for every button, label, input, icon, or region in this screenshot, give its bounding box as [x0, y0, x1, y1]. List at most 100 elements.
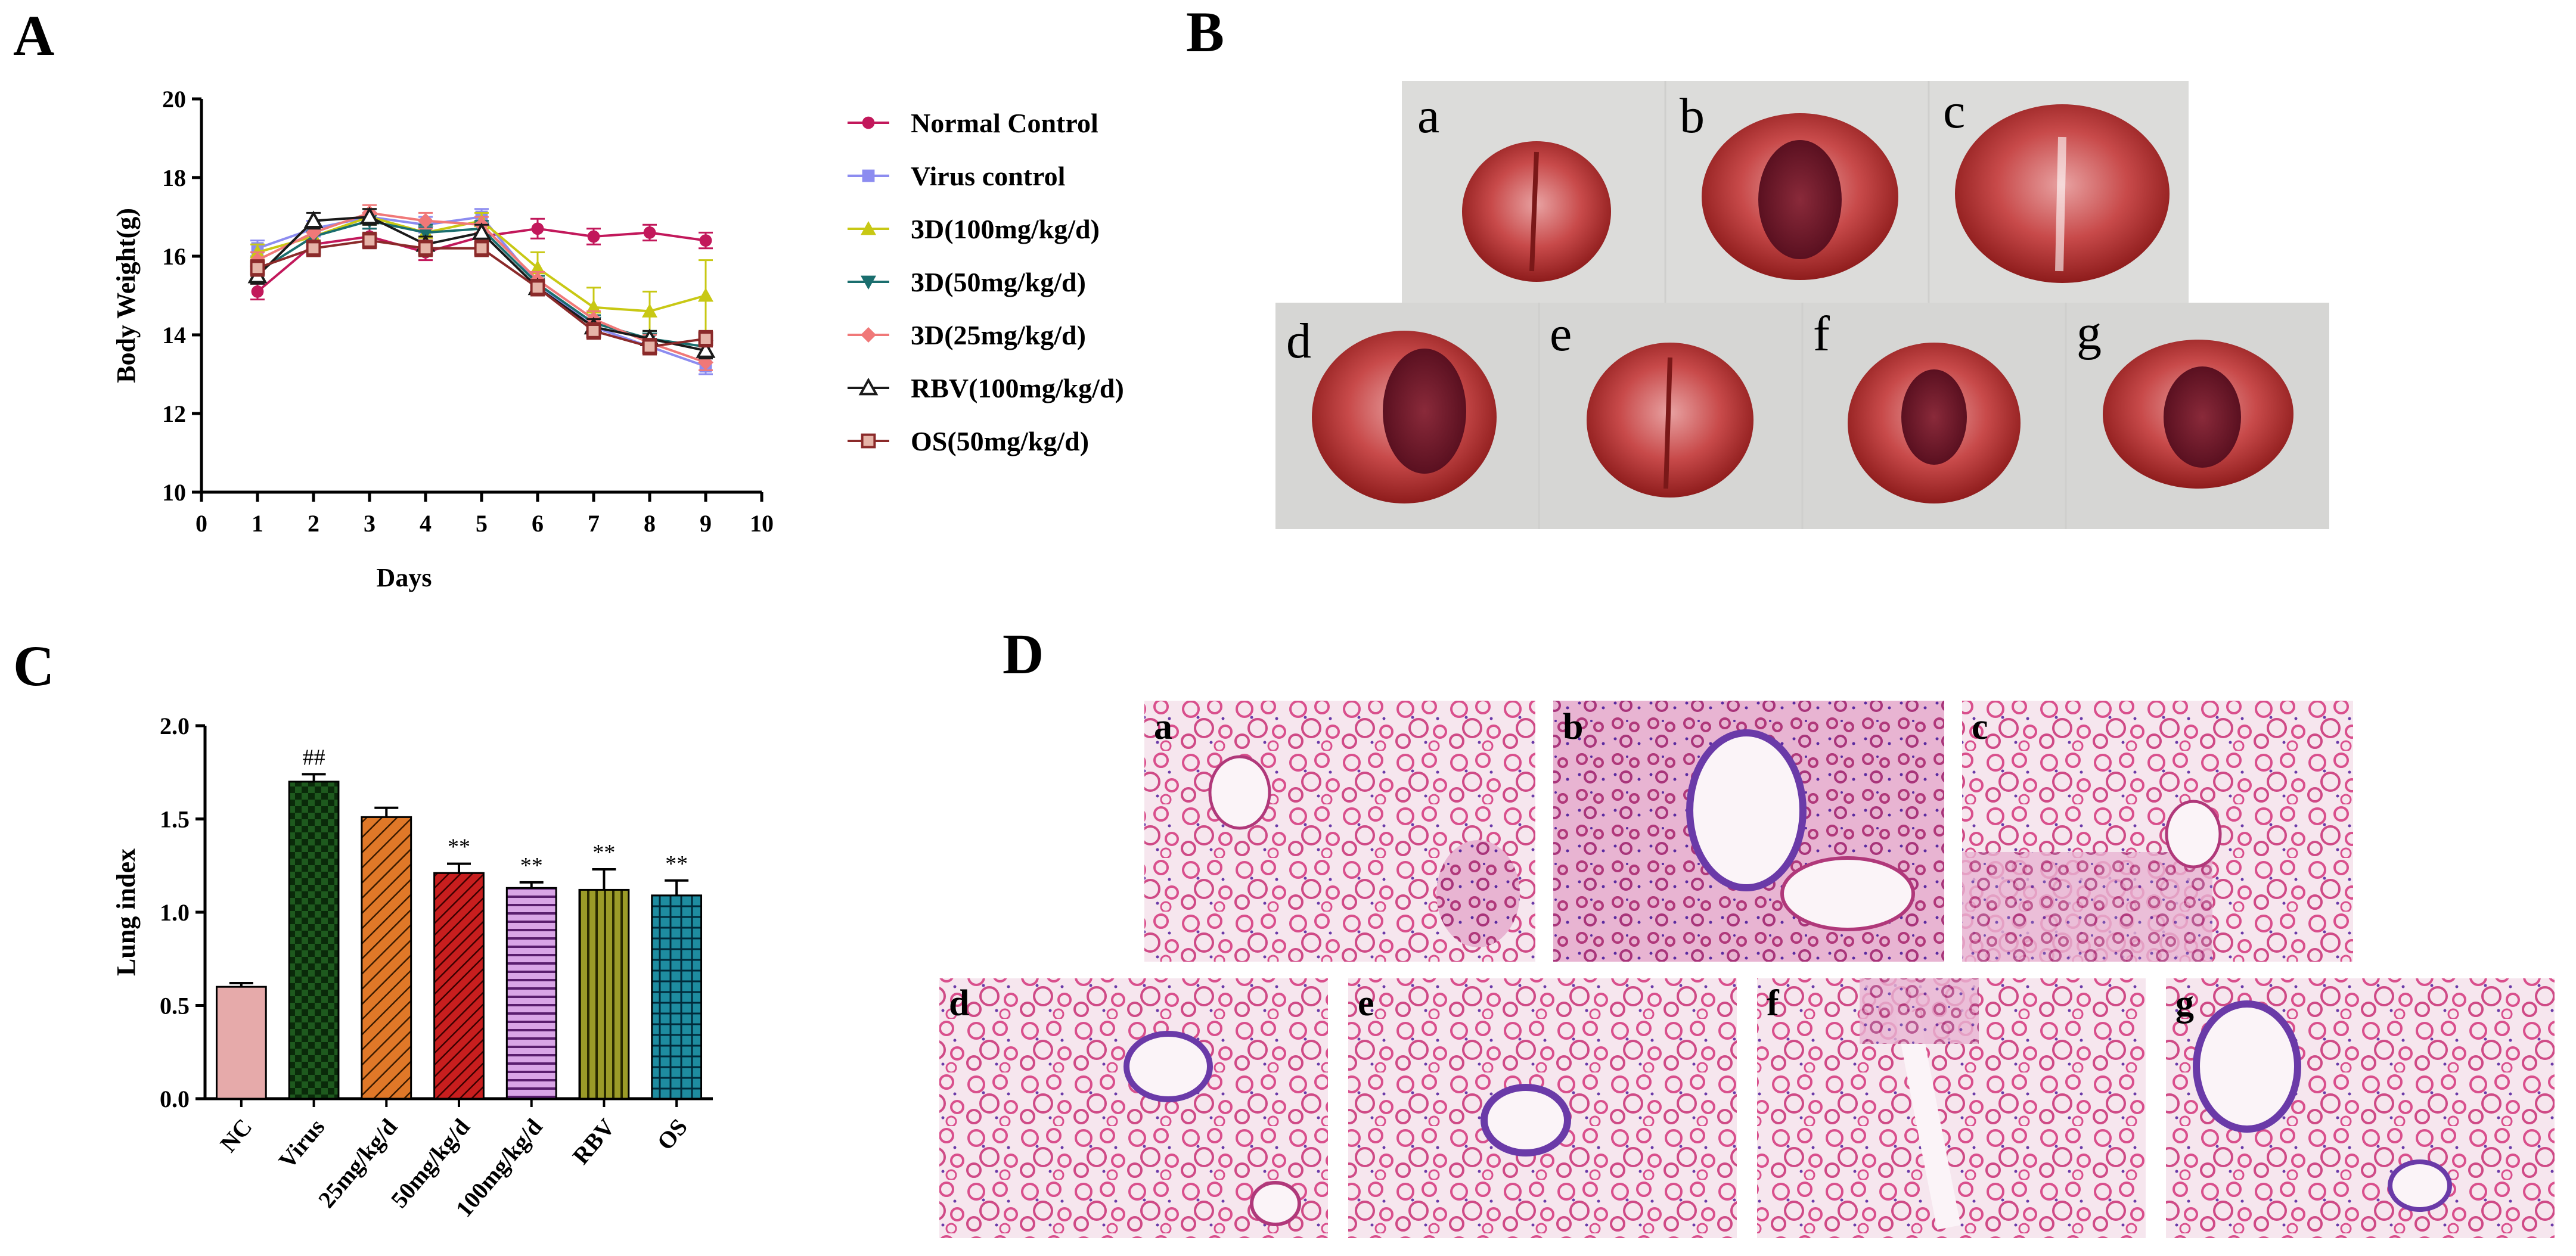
x-tick-label: 10	[750, 510, 774, 537]
photo-letter-b: b	[1680, 88, 1705, 144]
legend-item: OS(50mg/kg/d)	[848, 426, 1089, 456]
x-tick-label: 0	[195, 510, 207, 537]
lung-photo-a	[1462, 141, 1611, 282]
lung-photo-g	[2103, 340, 2293, 489]
y-tick-label: 12	[162, 400, 186, 427]
series-marker	[418, 226, 433, 241]
series-marker	[530, 280, 545, 296]
series-marker	[642, 339, 657, 355]
series-marker	[861, 433, 876, 449]
series-marker	[586, 299, 601, 314]
series-marker	[362, 233, 377, 248]
histology-image-b	[1553, 701, 1944, 962]
legend-label: OS(50mg/kg/d)	[911, 426, 1089, 456]
x-tick-label: 1	[252, 510, 263, 537]
histology-image-c	[1962, 701, 2353, 962]
series-os-50mg-kg-d	[250, 231, 713, 356]
x-tick-label: 6	[532, 510, 544, 537]
histology-letter-g: g	[2175, 983, 2194, 1024]
x-tick-label: 5	[476, 510, 488, 537]
lung-photo-f	[1848, 343, 2021, 503]
bar-group-os: ** OS	[651, 851, 703, 1155]
y-tick-label: 1.5	[160, 806, 190, 833]
photo-letter-a: a	[1417, 88, 1439, 144]
histology-image-d	[939, 978, 1328, 1238]
significance-label: ##	[303, 745, 325, 770]
x-tick-label: 2	[308, 510, 319, 537]
histology-letter-f: f	[1767, 983, 1780, 1024]
histology-letter-d: d	[949, 983, 969, 1024]
y-axis-title: Lung index	[111, 848, 141, 976]
series-marker	[861, 327, 876, 343]
bar	[505, 887, 557, 1100]
bar	[433, 872, 485, 1100]
y-axis-title: Body Weight(g)	[111, 208, 141, 383]
significance-label: **	[665, 851, 688, 876]
photo-letter-e: e	[1550, 306, 1572, 362]
series-marker	[861, 275, 876, 290]
panel-label-b: B	[1186, 0, 1224, 64]
histology-image-g	[2166, 978, 2555, 1238]
y-tick-label: 16	[162, 243, 186, 270]
legend-item: 3D(50mg/kg/d)	[848, 267, 1086, 297]
photo-letter-f: f	[1813, 306, 1830, 362]
x-tick-label: 9	[700, 510, 712, 537]
series-marker	[471, 222, 492, 240]
histology-images: a b c d e f g	[939, 701, 2555, 1238]
series-marker	[418, 213, 433, 229]
series-marker	[586, 324, 601, 338]
x-tick-label: 8	[644, 510, 656, 537]
legend-item: RBV(100mg/kg/d)	[848, 373, 1124, 403]
bar	[288, 781, 340, 1100]
y-tick-label: 10	[162, 479, 186, 506]
y-tick-label: 2.0	[160, 713, 190, 739]
histology-letter-b: b	[1563, 707, 1583, 747]
series-marker	[698, 288, 713, 302]
bar-group-virus: ## Virus	[274, 745, 340, 1174]
y-tick-label: 14	[162, 322, 186, 349]
legend-label: 3D(100mg/kg/d)	[911, 214, 1100, 244]
photo-letter-g: g	[2077, 305, 2102, 360]
legend-item: Normal Control	[848, 108, 1098, 138]
significance-label: **	[448, 835, 470, 860]
legend-item: 3D(25mg/kg/d)	[848, 320, 1086, 350]
body-weight-series	[247, 204, 716, 375]
bar	[361, 816, 412, 1100]
legend-label: RBV(100mg/kg/d)	[911, 373, 1124, 403]
series-marker	[530, 260, 545, 275]
x-tick-label: NC	[215, 1114, 257, 1157]
x-tick-label: 3	[364, 510, 375, 537]
panel-label-a: A	[13, 4, 54, 67]
lung-photo-c	[1955, 104, 2170, 283]
series-marker	[862, 116, 875, 129]
series-marker	[251, 285, 264, 298]
bar	[215, 985, 267, 1100]
lung-photo-d	[1312, 331, 1497, 503]
x-tick-label: 7	[588, 510, 600, 537]
legend-item: Virus control	[848, 161, 1065, 191]
x-tick-label: OS	[651, 1114, 693, 1155]
y-tick-label: 1.0	[160, 899, 190, 926]
y-tick-label: 0.0	[160, 1086, 190, 1112]
y-tick-label: 0.5	[160, 993, 190, 1019]
histology-letter-a: a	[1154, 707, 1172, 747]
legend-label: 3D(25mg/kg/d)	[911, 320, 1086, 350]
bar	[578, 888, 630, 1100]
series-marker	[418, 241, 433, 256]
histology-image-f	[1757, 978, 2146, 1238]
histology-letter-e: e	[1358, 983, 1374, 1024]
series-marker	[643, 226, 656, 239]
x-tick-label: Virus	[274, 1114, 330, 1174]
x-tick-label: RBV	[567, 1114, 620, 1170]
legend-label: 3D(50mg/kg/d)	[911, 267, 1086, 297]
panel-label-c: C	[13, 634, 54, 698]
series-marker	[858, 377, 879, 396]
series-marker	[642, 303, 657, 318]
x-tick-label: 4	[420, 510, 432, 537]
series-marker	[359, 206, 380, 225]
y-tick-label: 20	[162, 86, 186, 113]
